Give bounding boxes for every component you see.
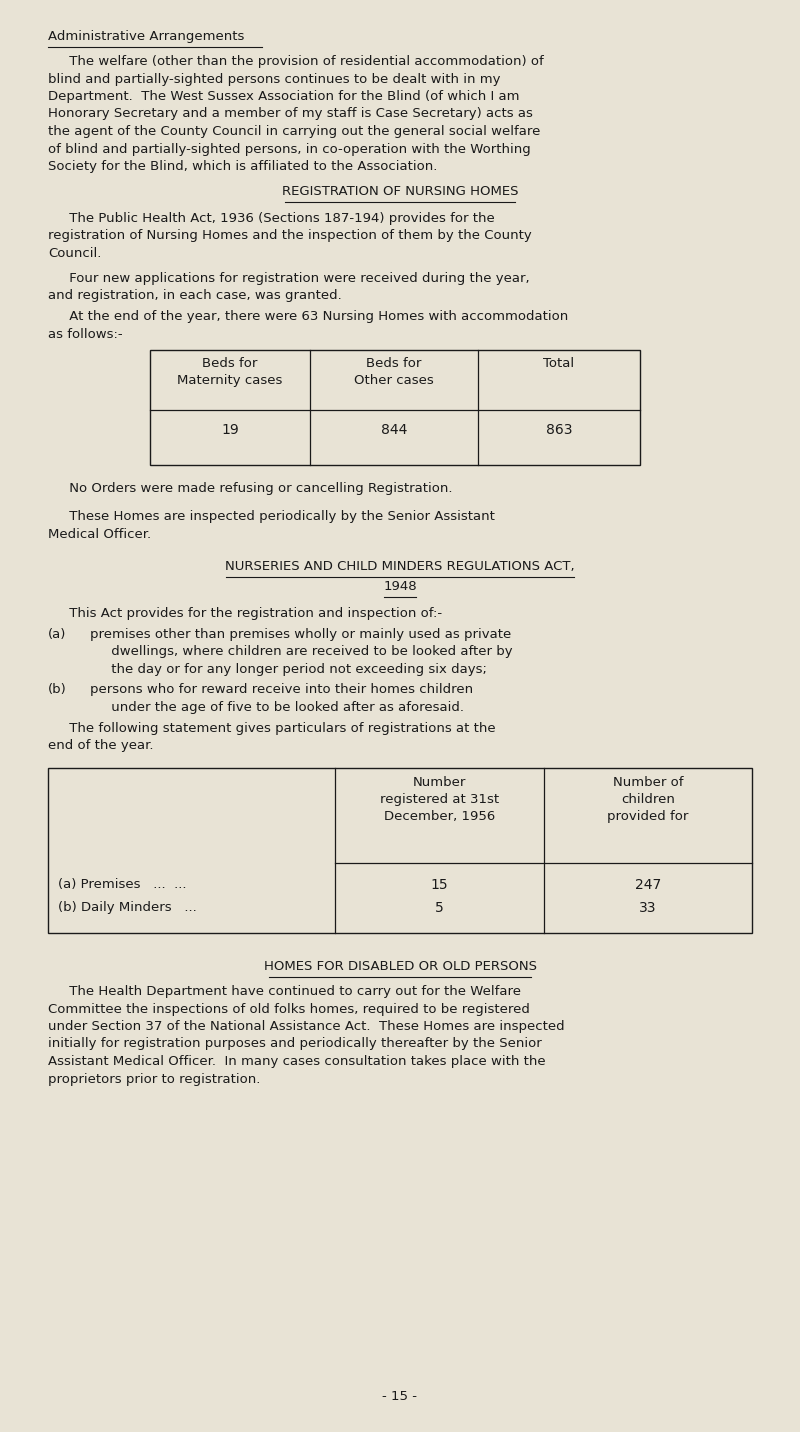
Text: The Public Health Act, 1936 (Sections 187-194) provides for the: The Public Health Act, 1936 (Sections 18… xyxy=(48,212,494,225)
Text: 15: 15 xyxy=(430,878,448,892)
Text: registered at 31st: registered at 31st xyxy=(380,793,499,806)
Text: the agent of the County Council in carrying out the general social welfare: the agent of the County Council in carry… xyxy=(48,125,540,137)
Text: Other cases: Other cases xyxy=(354,374,434,387)
Text: (a): (a) xyxy=(48,629,66,642)
Bar xyxy=(150,349,640,465)
Text: - 15 -: - 15 - xyxy=(382,1390,418,1403)
Text: This Act provides for the registration and inspection of:-: This Act provides for the registration a… xyxy=(48,607,442,620)
Text: Beds for: Beds for xyxy=(202,357,258,369)
Text: 863: 863 xyxy=(546,422,572,437)
Text: the day or for any longer period not exceeding six days;: the day or for any longer period not exc… xyxy=(90,663,487,676)
Text: The welfare (other than the provision of residential accommodation) of: The welfare (other than the provision of… xyxy=(48,54,544,67)
Text: 5: 5 xyxy=(435,901,444,915)
Text: persons who for reward receive into their homes children: persons who for reward receive into thei… xyxy=(90,683,473,696)
Text: (a) Premises   ...  ...: (a) Premises ... ... xyxy=(58,878,186,891)
Text: premises other than premises wholly or mainly used as private: premises other than premises wholly or m… xyxy=(90,629,511,642)
Text: under Section 37 of the National Assistance Act.  These Homes are inspected: under Section 37 of the National Assista… xyxy=(48,1020,565,1032)
Text: Total: Total xyxy=(543,357,574,369)
Text: Committee the inspections of old folks homes, required to be registered: Committee the inspections of old folks h… xyxy=(48,1002,530,1015)
Text: REGISTRATION OF NURSING HOMES: REGISTRATION OF NURSING HOMES xyxy=(282,185,518,198)
Text: Administrative Arrangements: Administrative Arrangements xyxy=(48,30,244,43)
Text: Beds for: Beds for xyxy=(366,357,422,369)
Text: At the end of the year, there were 63 Nursing Homes with accommodation: At the end of the year, there were 63 Nu… xyxy=(48,309,568,324)
Text: 19: 19 xyxy=(221,422,239,437)
Text: The Health Department have continued to carry out for the Welfare: The Health Department have continued to … xyxy=(48,985,521,998)
Text: blind and partially-sighted persons continues to be dealt with in my: blind and partially-sighted persons cont… xyxy=(48,73,501,86)
Text: end of the year.: end of the year. xyxy=(48,739,154,752)
Text: Honorary Secretary and a member of my staff is Case Secretary) acts as: Honorary Secretary and a member of my st… xyxy=(48,107,533,120)
Text: provided for: provided for xyxy=(607,811,689,823)
Text: (b): (b) xyxy=(48,683,66,696)
Text: of blind and partially-sighted persons, in co-operation with the Worthing: of blind and partially-sighted persons, … xyxy=(48,143,530,156)
Text: (b) Daily Minders   ...: (b) Daily Minders ... xyxy=(58,901,197,914)
Text: dwellings, where children are received to be looked after by: dwellings, where children are received t… xyxy=(90,646,513,659)
Text: Four new applications for registration were received during the year,: Four new applications for registration w… xyxy=(48,272,530,285)
Text: The following statement gives particulars of registrations at the: The following statement gives particular… xyxy=(48,722,496,735)
Text: proprietors prior to registration.: proprietors prior to registration. xyxy=(48,1073,260,1085)
Text: Council.: Council. xyxy=(48,246,102,261)
Text: children: children xyxy=(621,793,675,806)
Text: 33: 33 xyxy=(639,901,657,915)
Text: and registration, in each case, was granted.: and registration, in each case, was gran… xyxy=(48,289,342,302)
Text: These Homes are inspected periodically by the Senior Assistant: These Homes are inspected periodically b… xyxy=(48,510,495,523)
Text: December, 1956: December, 1956 xyxy=(384,811,495,823)
Text: Society for the Blind, which is affiliated to the Association.: Society for the Blind, which is affiliat… xyxy=(48,160,438,173)
Text: Assistant Medical Officer.  In many cases consultation takes place with the: Assistant Medical Officer. In many cases… xyxy=(48,1055,546,1068)
Text: initially for registration purposes and periodically thereafter by the Senior: initially for registration purposes and … xyxy=(48,1038,542,1051)
Text: registration of Nursing Homes and the inspection of them by the County: registration of Nursing Homes and the in… xyxy=(48,229,532,242)
Text: HOMES FOR DISABLED OR OLD PERSONS: HOMES FOR DISABLED OR OLD PERSONS xyxy=(263,959,537,972)
Text: as follows:-: as follows:- xyxy=(48,328,122,341)
Bar xyxy=(48,768,752,934)
Text: No Orders were made refusing or cancelling Registration.: No Orders were made refusing or cancelli… xyxy=(48,483,453,495)
Text: Number: Number xyxy=(413,776,466,789)
Text: NURSERIES AND CHILD MINDERS REGULATIONS ACT,: NURSERIES AND CHILD MINDERS REGULATIONS … xyxy=(225,560,575,573)
Text: Number of: Number of xyxy=(613,776,683,789)
Text: Medical Officer.: Medical Officer. xyxy=(48,527,151,540)
Text: Maternity cases: Maternity cases xyxy=(178,374,282,387)
Text: 844: 844 xyxy=(381,422,407,437)
Text: Department.  The West Sussex Association for the Blind (of which I am: Department. The West Sussex Association … xyxy=(48,90,519,103)
Text: under the age of five to be looked after as aforesaid.: under the age of five to be looked after… xyxy=(90,700,464,713)
Text: 247: 247 xyxy=(635,878,661,892)
Text: 1948: 1948 xyxy=(383,580,417,593)
